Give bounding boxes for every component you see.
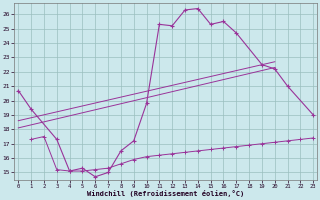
X-axis label: Windchill (Refroidissement éolien,°C): Windchill (Refroidissement éolien,°C) [87,190,244,197]
